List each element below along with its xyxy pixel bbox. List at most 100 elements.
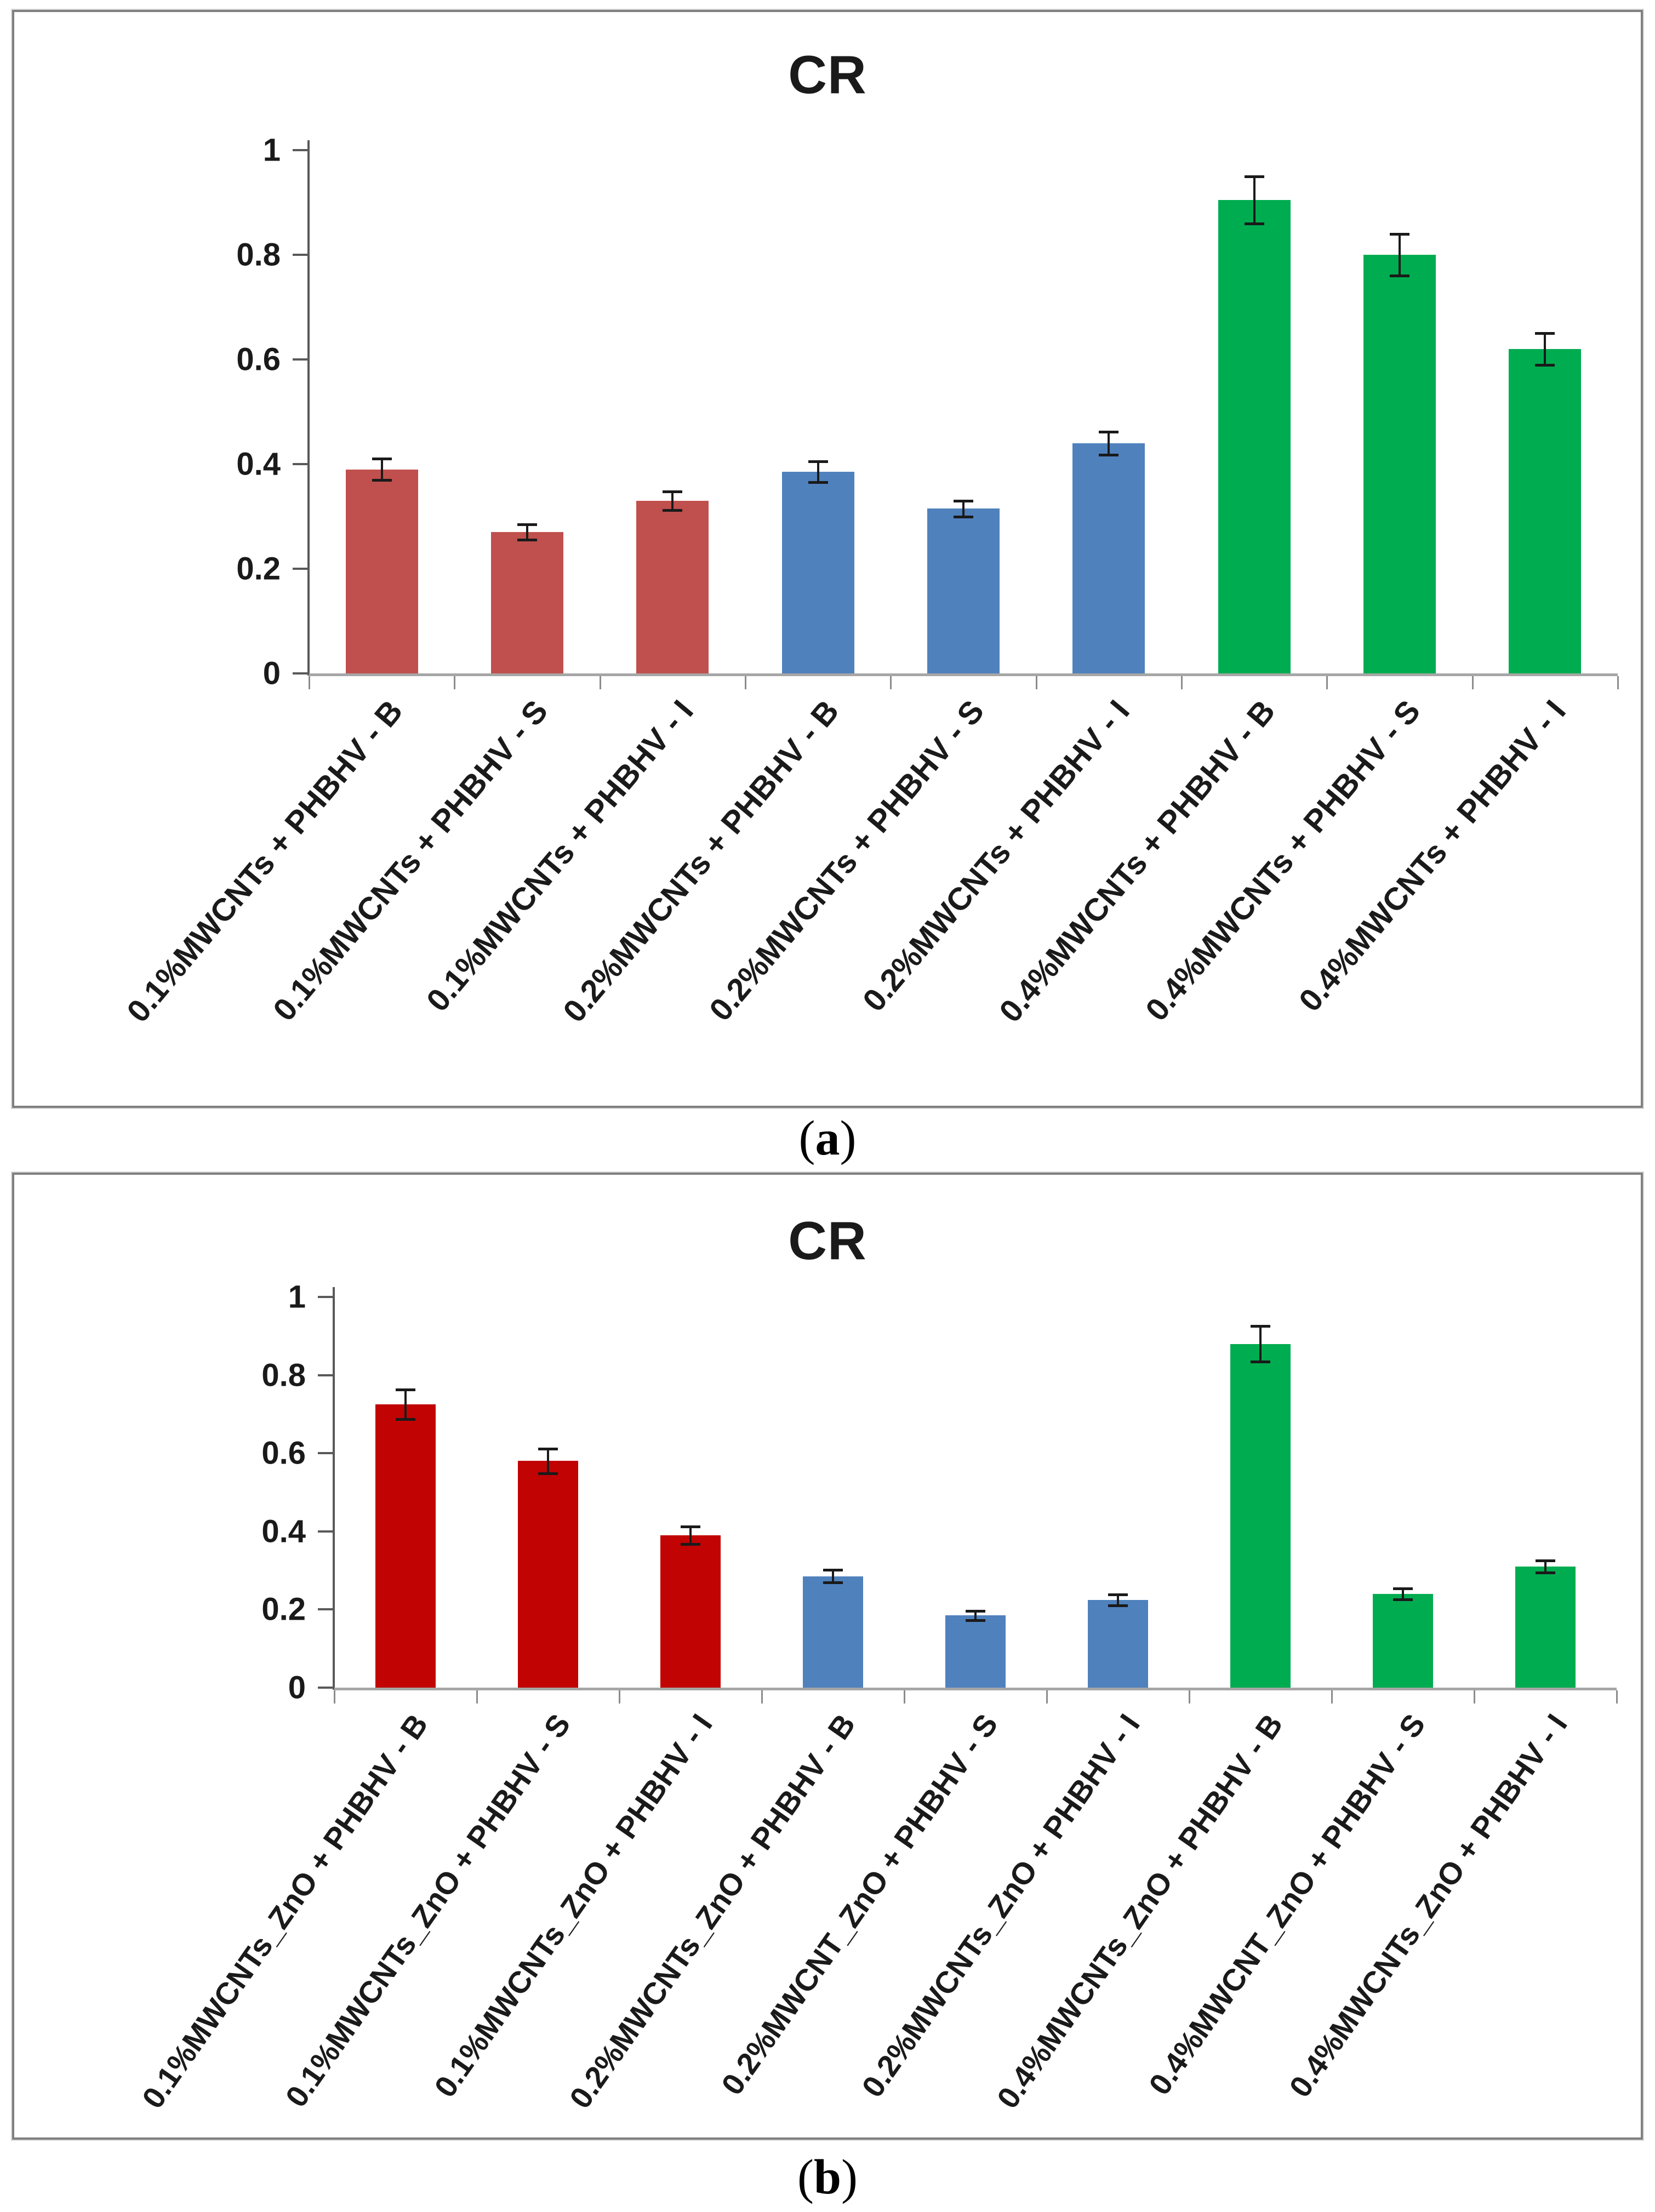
x-axis-tick xyxy=(1035,676,1037,689)
bar xyxy=(803,1576,863,1688)
error-bar-cap-top xyxy=(538,1447,558,1450)
error-bar-cap-bottom xyxy=(808,481,828,484)
x-axis-tick xyxy=(1046,1690,1048,1704)
error-bar-cap-top xyxy=(966,1609,985,1613)
error-bar-cap-top xyxy=(663,490,683,493)
caption-a-paren-close: ) xyxy=(840,1111,857,1165)
y-axis-tick xyxy=(318,1452,334,1455)
x-category-label: 0.2%MWCNT_ZnO + PHBHV - S xyxy=(714,1707,1005,2101)
caption-a-letter: a xyxy=(815,1111,840,1165)
error-bar-cap-bottom xyxy=(1536,1571,1555,1575)
error-bar-cap-bottom xyxy=(1535,363,1555,367)
bar xyxy=(375,1404,436,1688)
y-axis-tick xyxy=(293,463,309,465)
x-axis-tick xyxy=(745,676,746,689)
y-axis-tick xyxy=(293,254,309,256)
y-axis-tick xyxy=(318,1608,334,1611)
error-bar-stem xyxy=(689,1527,692,1544)
y-axis-tick xyxy=(318,1374,334,1376)
bar xyxy=(927,508,1000,673)
x-category-label: 0.1%MWCNTs_ZnO + PHBHV - S xyxy=(278,1707,577,2113)
bar xyxy=(1072,443,1145,673)
error-bar-cap-bottom xyxy=(1393,1598,1413,1601)
error-bar-stem xyxy=(1253,176,1255,224)
x-axis-tick xyxy=(619,1690,620,1704)
bar xyxy=(1363,255,1436,673)
error-bar-cap-top xyxy=(1108,1593,1128,1596)
x-axis-tick xyxy=(1331,1690,1333,1704)
y-tick-label: 1 xyxy=(262,132,281,168)
x-category-label: 0.1%MWCNTs + PHBHV - I xyxy=(419,693,700,1019)
x-category-label: 0.2%MWCNTs + PHBHV - I xyxy=(855,693,1137,1019)
error-bar-cap-top xyxy=(396,1388,415,1391)
caption-a: (a) xyxy=(0,1110,1655,1167)
error-bar-cap-top xyxy=(1244,175,1264,178)
error-bar-stem xyxy=(380,459,383,480)
error-bar-stem xyxy=(526,524,528,540)
x-axis-tick xyxy=(1189,1690,1190,1704)
y-axis-tick xyxy=(293,672,309,675)
error-bar-stem xyxy=(1544,1560,1546,1573)
x-axis-tick xyxy=(1181,676,1183,689)
x-category-label: 0.2%MWCNTs + PHBHV - S xyxy=(702,693,991,1028)
error-bar-stem xyxy=(1259,1326,1262,1362)
y-tick-label: 0.2 xyxy=(236,551,281,587)
error-bar-cap-top xyxy=(681,1525,700,1529)
error-bar-cap-bottom xyxy=(372,478,392,482)
error-bar-stem xyxy=(404,1389,407,1420)
x-axis-tick xyxy=(334,1690,335,1704)
y-axis-tick xyxy=(293,568,309,570)
y-tick-label: 0.2 xyxy=(261,1591,306,1627)
y-axis-tick xyxy=(293,149,309,151)
caption-b-paren-open: ( xyxy=(797,2150,814,2204)
x-category-label: 0.4%MWCNTs_ZnO + PHBHV - B xyxy=(990,1707,1289,2115)
error-bar-stem xyxy=(1402,1588,1404,1599)
x-category-label: 0.4%MWCNTs_ZnO + PHBHV - I xyxy=(1282,1707,1574,2104)
x-axis-tick xyxy=(1474,1690,1475,1704)
x-axis-tick xyxy=(476,1690,478,1704)
x-axis-tick xyxy=(761,1690,763,1704)
bar xyxy=(1515,1566,1576,1688)
error-bar-cap-bottom xyxy=(954,515,973,518)
x-category-label: 0.2%MWCNTs + PHBHV - B xyxy=(556,693,846,1030)
y-axis-line xyxy=(307,140,310,676)
error-bar-cap-bottom xyxy=(681,1542,700,1546)
error-bar-stem xyxy=(832,1570,834,1583)
y-tick-label: 0.8 xyxy=(261,1357,306,1393)
error-bar-cap-top xyxy=(1536,1559,1555,1562)
y-tick-label: 0.4 xyxy=(236,446,281,482)
error-bar-stem xyxy=(1544,333,1546,365)
x-category-label: 0.4%MWCNT_ZnO + PHBHV - S xyxy=(1142,1707,1432,2101)
bar xyxy=(781,472,854,673)
caption-a-paren-open: ( xyxy=(798,1111,815,1165)
error-bar-stem xyxy=(1117,1594,1119,1605)
x-axis-tick xyxy=(890,676,892,689)
x-category-label: 0.1%MWCNTs_ZnO + PHBHV - I xyxy=(427,1707,720,2104)
error-bar-cap-top xyxy=(1251,1325,1270,1328)
x-axis-tick xyxy=(1617,676,1619,689)
chart-a-panel: CR 0 0.2 0.4 0.6 0.8 1 0.1%MWCNTs + PHBHV - B 0.… xyxy=(12,10,1643,1108)
error-bar-cap-bottom xyxy=(1099,453,1119,456)
caption-b-letter: b xyxy=(813,2150,842,2204)
error-bar-cap-bottom xyxy=(966,1619,985,1622)
y-tick-label: 0 xyxy=(262,655,281,691)
error-bar-stem xyxy=(1399,233,1401,276)
error-bar-cap-top xyxy=(1099,430,1119,433)
error-bar-cap-top xyxy=(954,499,973,502)
bar xyxy=(660,1535,721,1688)
error-bar-stem xyxy=(547,1448,549,1474)
error-bar-stem xyxy=(671,491,674,511)
error-bar-cap-bottom xyxy=(663,509,683,512)
x-axis-tick xyxy=(1616,1690,1618,1704)
x-axis-tick xyxy=(454,676,456,689)
error-bar-cap-top xyxy=(1535,332,1555,335)
x-category-label: 0.1%MWCNTs + PHBHV - S xyxy=(266,693,555,1028)
y-tick-label: 0.8 xyxy=(236,237,281,273)
error-bar-cap-top xyxy=(1390,232,1409,236)
bar xyxy=(1088,1599,1148,1688)
x-category-label: 0.1%MWCNTs + PHBHV - B xyxy=(119,693,410,1030)
error-bar-cap-bottom xyxy=(1251,1360,1270,1363)
caption-b: (b) xyxy=(0,2149,1655,2205)
x-axis-tick xyxy=(904,1690,905,1704)
